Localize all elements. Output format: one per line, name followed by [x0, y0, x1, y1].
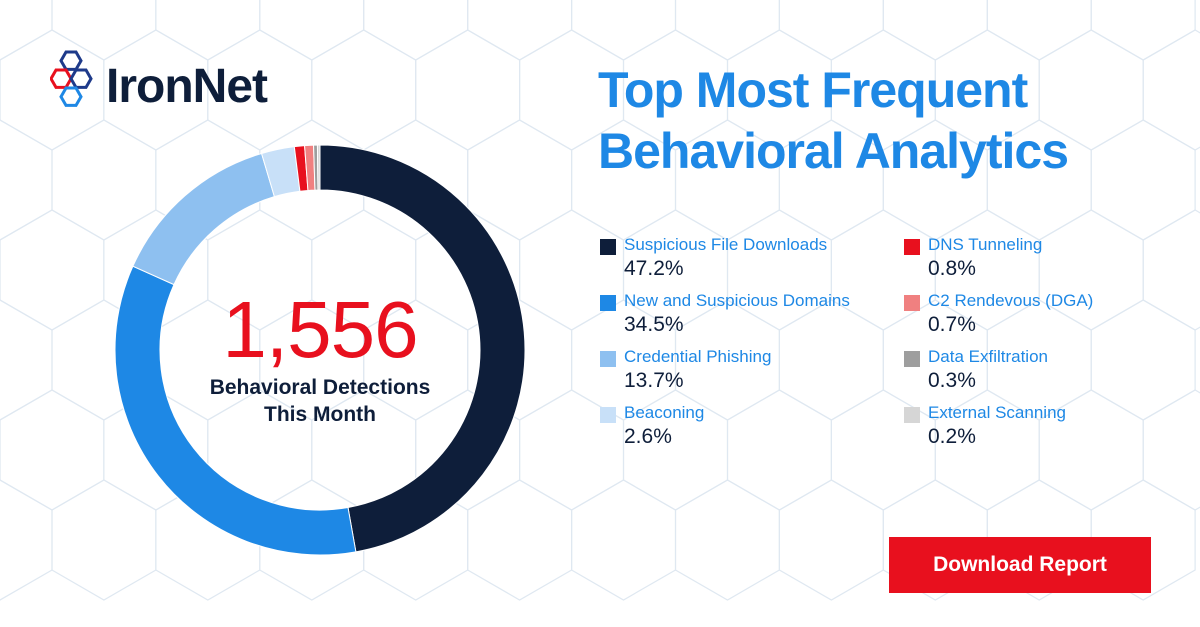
background-hexagon: [726, 209, 833, 331]
background-hexagon: [1090, 299, 1196, 421]
background-hexagon: [467, 0, 573, 61]
legend-value: 0.7%: [928, 313, 976, 336]
background-hexagon: [0, 209, 105, 331]
legend-label: Suspicious File Downloads: [624, 235, 828, 254]
legend-value: 0.8%: [928, 257, 976, 280]
page-title-line2: Behavioral Analytics: [598, 123, 1069, 179]
background-hexagon: [1090, 119, 1196, 241]
background-hexagon: [1142, 389, 1200, 511]
background-hexagon: [1090, 0, 1196, 61]
background-hexagon: [726, 389, 833, 511]
hexagon-logo-icon: [50, 50, 93, 107]
legend-value: 2.6%: [624, 425, 672, 448]
background-hexagon: [311, 29, 417, 151]
detection-count: 1,556: [222, 285, 418, 374]
legend-swatch: [904, 295, 920, 311]
background-hexagon: [259, 0, 365, 61]
background-hexagon: [363, 0, 469, 61]
background-hexagon: [0, 479, 53, 601]
background-hexagon: [155, 0, 261, 61]
detection-label-line1: Behavioral Detections: [209, 376, 431, 399]
background-hexagon: [570, 0, 677, 61]
page-title-line1: Top Most Frequent: [598, 62, 1028, 118]
donut-center: 1,556 Behavioral Detections This Month: [160, 290, 480, 428]
background-hexagon: [0, 299, 53, 421]
background-hexagon: [0, 389, 105, 511]
donut-slice-2: [114, 265, 357, 556]
legend-value: 0.3%: [928, 369, 976, 392]
donut-slice-3: [132, 152, 276, 286]
background-hexagon: [830, 209, 936, 331]
legend-label: DNS Tunneling: [928, 235, 1043, 254]
background-hexagon: [1142, 29, 1200, 151]
background-hexagon: [0, 119, 53, 241]
legend-value: 13.7%: [624, 369, 684, 392]
background-hexagon: [882, 0, 988, 61]
donut-slice-8: [316, 144, 321, 191]
background-hexagon: [1038, 209, 1144, 331]
background-hexagon: [570, 479, 677, 601]
legend-label: Data Exfiltration: [928, 347, 1048, 366]
legend-label: Beaconing: [624, 403, 705, 422]
legend-swatch: [600, 407, 616, 423]
legend-value: 47.2%: [624, 257, 684, 280]
background-hexagon: [0, 0, 53, 61]
legend-value: 0.2%: [928, 425, 976, 448]
legend-label: Credential Phishing: [624, 347, 772, 366]
legend-swatch: [600, 351, 616, 367]
background-hexagon: [415, 29, 521, 151]
legend-value: 34.5%: [624, 313, 684, 336]
background-hexagon: [1142, 209, 1200, 331]
detection-label: Behavioral Detections This Month: [160, 374, 480, 428]
legend-label: New and Suspicious Domains: [624, 291, 850, 310]
legend-swatch: [904, 239, 920, 255]
legend-swatch: [904, 407, 920, 423]
background-hexagon: [778, 0, 884, 61]
legend-label: External Scanning: [928, 403, 1066, 422]
legend-label: C2 Rendevous (DGA): [928, 291, 1094, 310]
background-hexagon: [986, 0, 1092, 61]
legend-swatch: [904, 351, 920, 367]
background-hexagon: [674, 479, 781, 601]
background-hexagon: [674, 0, 781, 61]
donut-slice-1: [319, 144, 526, 553]
page-title: Top Most Frequent Behavioral Analytics: [598, 60, 1069, 182]
background-hexagon: [778, 299, 884, 421]
legend-swatch: [600, 295, 616, 311]
background-hexagon: [778, 479, 884, 601]
background-hexagon: [518, 209, 625, 331]
download-report-button[interactable]: Download Report: [889, 537, 1151, 593]
donut-chart: [114, 144, 526, 556]
detection-label-line2: This Month: [264, 403, 376, 426]
brand-name: IronNet: [106, 60, 268, 113]
legend-swatch: [600, 239, 616, 255]
